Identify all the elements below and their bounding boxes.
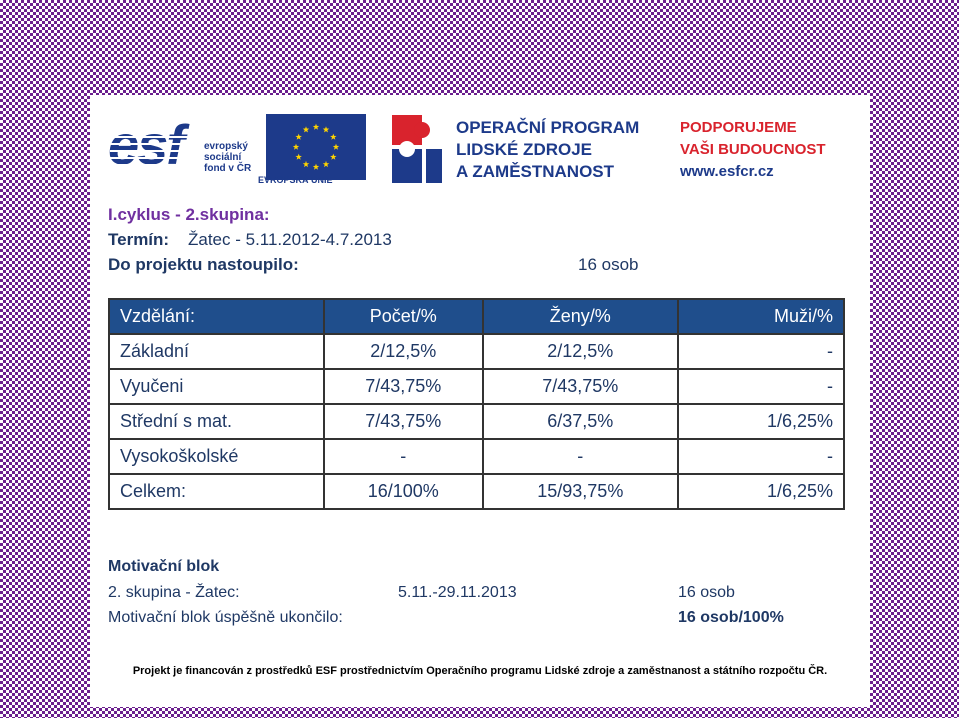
- table-cell: 1/6,25%: [676, 403, 845, 440]
- table-cell: Vysokoškolské: [108, 438, 325, 475]
- esf-line1: evropský: [204, 141, 248, 152]
- table-cell: 1/6,25%: [676, 473, 845, 510]
- table-header-row: Vzdělání: Počet/% Ženy/% Muži/%: [108, 298, 845, 335]
- eu-star: [302, 160, 310, 168]
- table-cell: 7/43,75%: [322, 368, 485, 405]
- slide: esf evropský sociální fond v ČR EVROPSKÁ…: [90, 95, 870, 707]
- table-cell: -: [676, 333, 845, 370]
- eu-star: [312, 163, 320, 170]
- table-cell: Celkem:: [108, 473, 325, 510]
- esf-line2: sociální: [204, 152, 242, 163]
- termin-value: Žatec - 5.11.2012-4.7.2013: [187, 230, 392, 249]
- table-cell: -: [482, 438, 679, 475]
- eu-star: [330, 133, 337, 140]
- table-cell: -: [676, 438, 845, 475]
- eu-star: [322, 160, 330, 168]
- table-cell: Vyučeni: [108, 368, 325, 405]
- table-cell: 2/12,5%: [322, 333, 485, 370]
- motivacni-count: 16 osob: [678, 584, 735, 601]
- table-cell: 7/43,75%: [482, 368, 679, 405]
- eu-star: [295, 133, 302, 140]
- logo-banner: esf evropský sociální fond v ČR EVROPSKÁ…: [108, 109, 838, 189]
- projekt-line: Do projektu nastoupilo: 16 osob: [108, 255, 668, 275]
- eu-star: [295, 153, 302, 160]
- esf-caption: evropský sociální fond v ČR: [204, 141, 251, 174]
- column-header: Vzdělání:: [108, 298, 325, 335]
- op-line1: OPERAČNÍ PROGRAM: [456, 118, 640, 137]
- motivacni-group-label: 2. skupina - Žatec:: [108, 584, 240, 601]
- esf-stripes: [110, 131, 192, 177]
- table-cell: 2/12,5%: [482, 333, 679, 370]
- termin-label: Termín:: [108, 230, 170, 249]
- pod-line1: PODPORUJEME: [680, 119, 797, 136]
- eu-star: [302, 126, 310, 133]
- eu-star: [330, 153, 337, 160]
- table-cell: Základní: [108, 333, 325, 370]
- motivacni-completed-count: 16 osob/100%: [678, 609, 784, 626]
- eu-star: [322, 126, 330, 133]
- eu-star: [312, 123, 320, 130]
- table-row: Vyučeni 7/43,75% 7/43,75% -: [108, 368, 845, 405]
- column-header: Muži/%: [676, 298, 845, 335]
- esf-line3: fond v ČR: [204, 163, 252, 174]
- eu-star: [332, 143, 340, 150]
- table-row: Celkem: 16/100% 15/93,75% 1/6,25%: [108, 473, 845, 510]
- projekt-label: Do projektu nastoupilo:: [108, 255, 299, 274]
- eu-caption: EVROPSKÁ UNIE: [258, 175, 333, 185]
- motivacni-completed-label: Motivační blok úspěšně ukončilo:: [108, 609, 343, 626]
- table-cell: 7/43,75%: [322, 403, 485, 440]
- column-header: Ženy/%: [482, 298, 679, 335]
- eu-flag-icon: [266, 114, 366, 180]
- column-header: Počet/%: [322, 298, 485, 335]
- table-cell: 15/93,75%: [482, 473, 679, 510]
- table-cell: -: [322, 438, 485, 475]
- pod-url: www.esfcr.cz: [680, 163, 774, 180]
- table-cell: -: [676, 368, 845, 405]
- table-row: Vysokoškolské - - -: [108, 438, 845, 475]
- footer-funding-note: Projekt je financován z prostředků ESF p…: [90, 652, 870, 690]
- table-cell: 6/37,5%: [482, 403, 679, 440]
- motivacni-title: Motivační blok: [108, 558, 220, 575]
- op-lzz-logo: OPERAČNÍ PROGRAM LIDSKÉ ZDROJE A ZAMĚSTN…: [456, 117, 639, 183]
- puzzle-logo-icon: [392, 115, 442, 183]
- pod-line2: VAŠI BUDOUCNOST: [680, 141, 826, 158]
- podporujeme-logo: PODPORUJEME VAŠI BUDOUCNOST www.esfcr.cz: [680, 117, 826, 183]
- projekt-value: 16 osob: [578, 255, 639, 274]
- op-line2: LIDSKÉ ZDROJE: [456, 140, 593, 159]
- op-line3: A ZAMĚSTNANOST: [456, 162, 615, 181]
- table-cell: 16/100%: [322, 473, 485, 510]
- cyklus-heading: I.cyklus - 2.skupina:: [108, 205, 270, 224]
- education-table: Vzdělání: Počet/% Ženy/% Muži/% Základní…: [108, 298, 845, 510]
- motivacni-dates: 5.11.-29.11.2013: [398, 584, 517, 601]
- eu-star: [292, 143, 300, 150]
- table-row: Střední s mat. 7/43,75% 6/37,5% 1/6,25%: [108, 403, 845, 440]
- table-row: Základní 2/12,5% 2/12,5% -: [108, 333, 845, 370]
- termin-line: Termín: Žatec - 5.11.2012-4.7.2013: [108, 230, 392, 250]
- esf-logo: esf evropský sociální fond v ČR: [108, 111, 258, 187]
- table-cell: Střední s mat.: [108, 403, 325, 440]
